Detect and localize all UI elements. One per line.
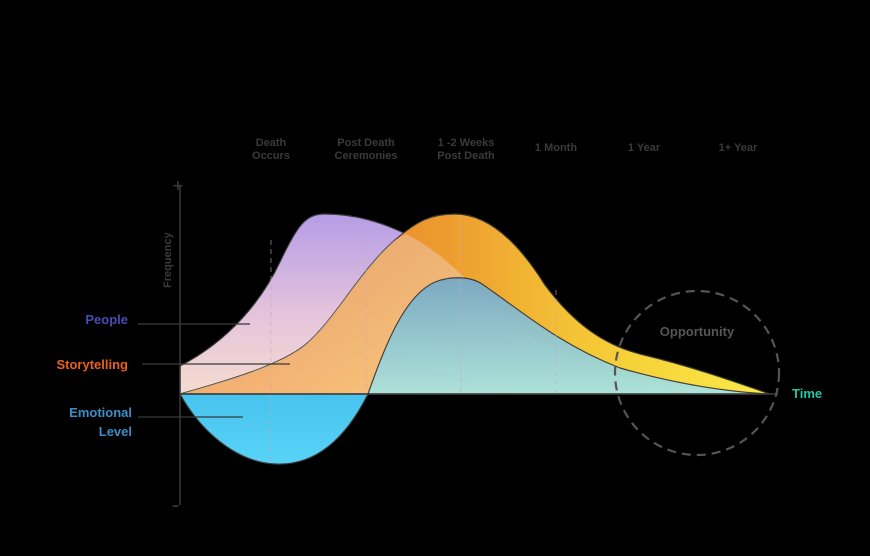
stage-label-5: 1 Year bbox=[628, 142, 661, 154]
opportunity-label: Opportunity bbox=[660, 324, 735, 339]
opportunity-circle bbox=[613, 289, 781, 457]
x-axis-label: Time bbox=[792, 386, 822, 401]
y-axis-label: Frequency bbox=[162, 231, 174, 288]
stage-label-2b: Ceremonies bbox=[335, 150, 398, 162]
stage-label-1a: Death bbox=[256, 137, 287, 149]
stage-labels: Death Occurs Post Death Ceremonies 1 -2 … bbox=[252, 137, 758, 162]
y-axis-plus: + bbox=[172, 178, 184, 194]
legend-storytelling: Storytelling bbox=[56, 357, 128, 372]
emotional-curve-negative bbox=[178, 393, 369, 465]
stage-label-2a: Post Death bbox=[337, 137, 395, 149]
legend-emotional-2: Level bbox=[99, 424, 132, 439]
legend-people: People bbox=[85, 312, 128, 327]
emotional-curve-positive bbox=[367, 277, 771, 395]
stage-markers bbox=[270, 216, 557, 462]
stage-label-4: 1 Month bbox=[535, 142, 577, 154]
y-axis-minus: – bbox=[172, 498, 179, 514]
stage-label-3a: 1 -2 Weeks bbox=[438, 137, 495, 149]
stage-label-6: 1+ Year bbox=[719, 142, 758, 154]
stage-label-1b: Occurs bbox=[252, 150, 290, 162]
stage-label-3b: Post Death bbox=[437, 150, 495, 162]
legend-emotional-1: Emotional bbox=[69, 405, 132, 420]
